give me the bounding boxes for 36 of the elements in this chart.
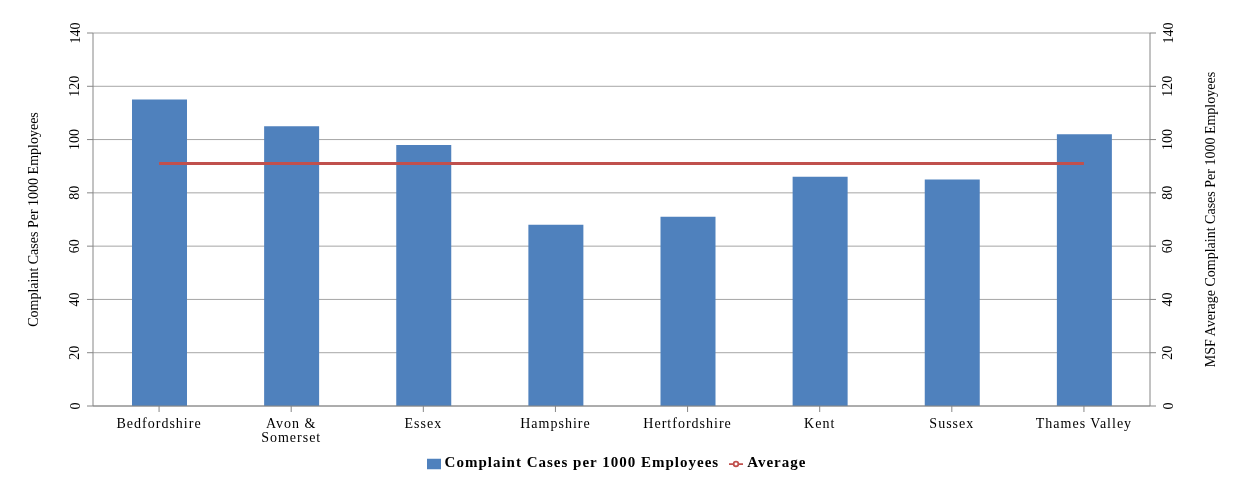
bar	[528, 224, 584, 406]
x-tick-label: Thames Valley	[1035, 415, 1133, 431]
y-tick-label: 80	[67, 185, 83, 200]
bar	[660, 216, 716, 406]
bar	[396, 144, 452, 406]
y2-tick-label: 140	[1160, 22, 1176, 44]
bar	[132, 99, 187, 406]
y2-tick-label: 20	[1160, 345, 1176, 360]
bar	[924, 179, 980, 406]
y-tick-label: 0	[67, 402, 83, 410]
x-tick-label: Sussex	[929, 415, 975, 431]
bar	[792, 176, 848, 406]
x-tick-label: Hertfordshire	[643, 415, 732, 431]
y2-tick-label: 0	[1160, 402, 1176, 410]
y2-tick-label: 80	[1160, 185, 1176, 200]
y2-tick-label: 60	[1160, 239, 1176, 254]
y2-tick-label: 100	[1160, 129, 1176, 151]
y2-axis-title: MSF Average Complaint Cases Per 1000 Employees	[1202, 71, 1218, 368]
y2-tick-label: 120	[1160, 75, 1176, 97]
legend-label: Average	[747, 454, 807, 470]
bar	[1056, 134, 1112, 406]
y-tick-label: 120	[67, 75, 83, 97]
x-tick-label: Avon & Somerset	[261, 415, 322, 445]
y-tick-label: 140	[67, 22, 83, 44]
y-tick-label: 40	[67, 292, 83, 307]
y-tick-label: 20	[67, 345, 83, 360]
bar	[264, 126, 320, 406]
y-tick-label: 60	[67, 239, 83, 254]
x-tick-label: Kent	[804, 415, 836, 431]
x-tick-label: Bedfordshire	[116, 415, 202, 431]
y2-tick-label: 40	[1160, 292, 1176, 307]
x-tick-label: Essex	[404, 415, 443, 431]
y-tick-label: 100	[67, 129, 83, 151]
x-tick-label: Hampshire	[520, 415, 591, 431]
y-axis-title: Complaint Cases Per 1000 Employees	[25, 112, 41, 327]
legend-label: Complaint Cases per 1000 Employees	[444, 454, 720, 470]
